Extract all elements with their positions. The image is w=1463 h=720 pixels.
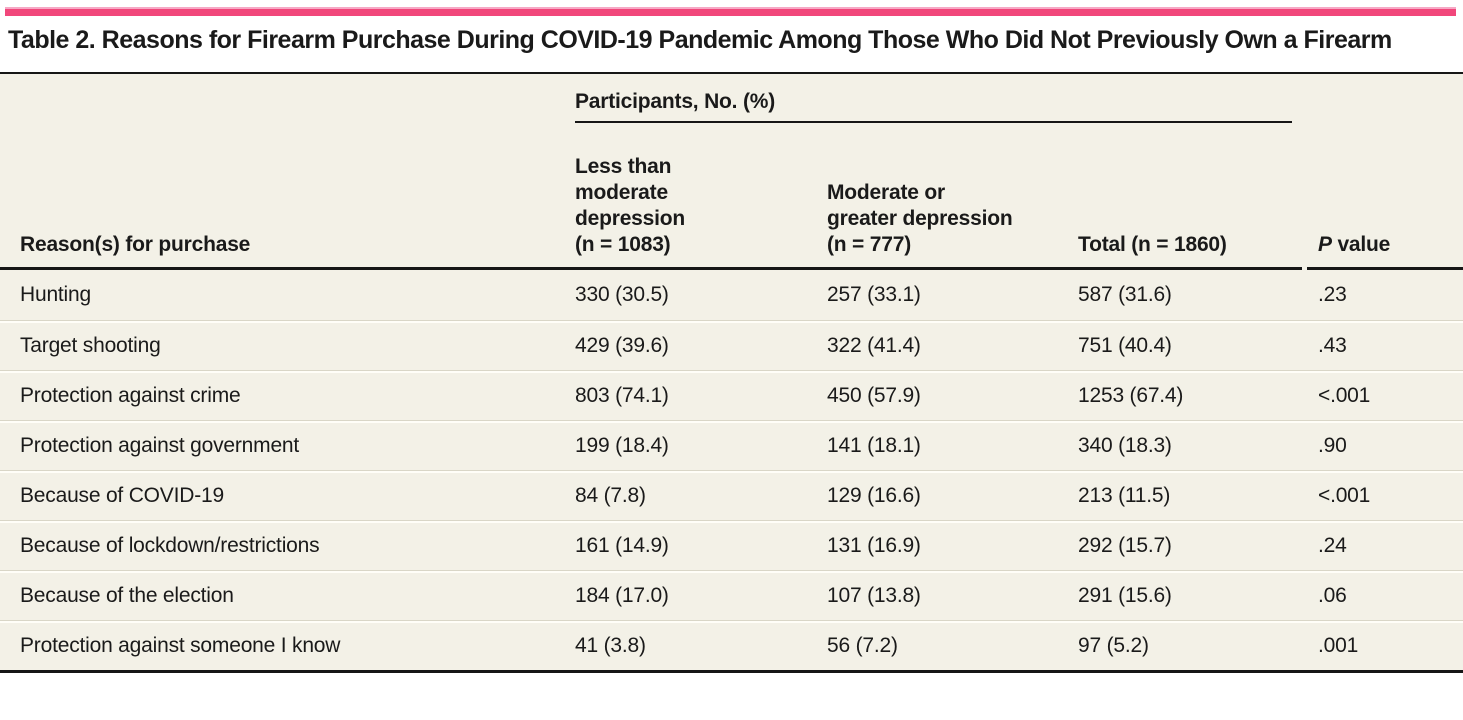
table-header: Participants, No. (%) Reason(s) for purc… bbox=[0, 74, 1463, 267]
cell-p-value: <.001 bbox=[1318, 483, 1371, 507]
group-header-spacer-right bbox=[1306, 74, 1463, 123]
cell-less-than-moderate: 429 (39.6) bbox=[575, 333, 669, 357]
group-header-spacer bbox=[0, 74, 555, 123]
cell-total: 213 (11.5) bbox=[1078, 483, 1171, 507]
cell-p-value: .43 bbox=[1318, 333, 1347, 357]
cell-less-than-moderate: 161 (14.9) bbox=[575, 533, 669, 557]
table-row: Because of the election 184 (17.0) 107 (… bbox=[0, 570, 1463, 620]
cell-moderate-or-greater: 141 (18.1) bbox=[827, 433, 921, 457]
participants-group-header-cell: Participants, No. (%) bbox=[555, 74, 1306, 123]
cell-moderate-or-greater: 56 (7.2) bbox=[827, 633, 898, 657]
header-rule bbox=[0, 267, 1463, 270]
cell-less-than-moderate: 199 (18.4) bbox=[575, 433, 669, 457]
cell-reason: Hunting bbox=[20, 283, 91, 306]
cell-p-value: .23 bbox=[1318, 283, 1347, 306]
cell-reason: Because of the election bbox=[20, 583, 234, 607]
cell-p-value: .001 bbox=[1318, 633, 1359, 657]
cell-reason: Because of lockdown/restrictions bbox=[20, 533, 320, 557]
cell-total: 97 (5.2) bbox=[1078, 633, 1149, 657]
cell-p-value: <.001 bbox=[1318, 383, 1371, 407]
table-row: Hunting 330 (30.5) 257 (33.1) 587 (31.6)… bbox=[0, 270, 1463, 320]
cell-moderate-or-greater: 107 (13.8) bbox=[827, 583, 921, 607]
table-row: Because of lockdown/restrictions 161 (14… bbox=[0, 520, 1463, 570]
table-row: Because of COVID-19 84 (7.8) 129 (16.6) … bbox=[0, 470, 1463, 520]
header-rule-segment-right bbox=[1307, 267, 1463, 270]
cell-total: 291 (15.6) bbox=[1078, 583, 1172, 607]
column-header-total: Total (n = 1860) bbox=[1078, 233, 1227, 256]
group-header-row: Participants, No. (%) bbox=[0, 74, 1463, 123]
cell-total: 587 (31.6) bbox=[1078, 283, 1172, 306]
cell-moderate-or-greater: 257 (33.1) bbox=[827, 283, 921, 306]
cell-reason: Protection against crime bbox=[20, 383, 241, 407]
cell-less-than-moderate: 41 (3.8) bbox=[575, 633, 646, 657]
cell-total: 292 (15.7) bbox=[1078, 533, 1172, 557]
cell-reason: Target shooting bbox=[20, 333, 161, 357]
column-header-less-than-moderate: Less than moderate depression (n = 1083) bbox=[575, 155, 686, 256]
cell-reason: Because of COVID-19 bbox=[20, 483, 224, 507]
cell-less-than-moderate: 84 (7.8) bbox=[575, 483, 646, 507]
cell-total: 1253 (67.4) bbox=[1078, 383, 1184, 407]
table-row: Protection against crime 803 (74.1) 450 … bbox=[0, 370, 1463, 420]
cell-reason: Protection against government bbox=[20, 433, 300, 457]
cell-moderate-or-greater: 129 (16.6) bbox=[827, 483, 921, 507]
cell-p-value: .90 bbox=[1318, 433, 1347, 457]
cell-moderate-or-greater: 131 (16.9) bbox=[827, 533, 921, 557]
column-header-moderate-or-greater: Moderate or greater depression (n = 777) bbox=[827, 181, 1013, 256]
brand-bar bbox=[5, 7, 1456, 16]
cell-moderate-or-greater: 450 (57.9) bbox=[827, 383, 921, 407]
cell-p-value: .24 bbox=[1318, 533, 1347, 557]
table-bottom-rule bbox=[0, 670, 1463, 673]
participants-group-header: Participants, No. (%) bbox=[575, 74, 1292, 123]
p-value-rest: value bbox=[1331, 233, 1391, 256]
table-row: Target shooting 429 (39.6) 322 (41.4) 75… bbox=[0, 320, 1463, 370]
column-header-p-value: P value bbox=[1306, 232, 1463, 258]
column-header-reason: Reason(s) for purchase bbox=[20, 233, 251, 256]
page-title: Table 2. Reasons for Firearm Purchase Du… bbox=[8, 26, 1392, 54]
cell-p-value: .06 bbox=[1318, 583, 1347, 607]
header-rule-segment-left bbox=[0, 267, 1302, 270]
cell-total: 340 (18.3) bbox=[1078, 433, 1172, 457]
cell-less-than-moderate: 803 (74.1) bbox=[575, 383, 669, 407]
cell-less-than-moderate: 184 (17.0) bbox=[575, 583, 669, 607]
table-row: Protection against someone I know 41 (3.… bbox=[0, 620, 1463, 670]
cell-total: 751 (40.4) bbox=[1078, 333, 1172, 357]
cell-reason: Protection against someone I know bbox=[20, 633, 341, 657]
table-body: Hunting 330 (30.5) 257 (33.1) 587 (31.6)… bbox=[0, 270, 1463, 670]
p-value-italic-p: P bbox=[1318, 233, 1332, 256]
table-row: Protection against government 199 (18.4)… bbox=[0, 420, 1463, 470]
cell-less-than-moderate: 330 (30.5) bbox=[575, 283, 669, 306]
table-2: Participants, No. (%) Reason(s) for purc… bbox=[0, 72, 1463, 673]
column-headers-row: Reason(s) for purchase Less than moderat… bbox=[0, 123, 1463, 267]
cell-moderate-or-greater: 322 (41.4) bbox=[827, 333, 921, 357]
